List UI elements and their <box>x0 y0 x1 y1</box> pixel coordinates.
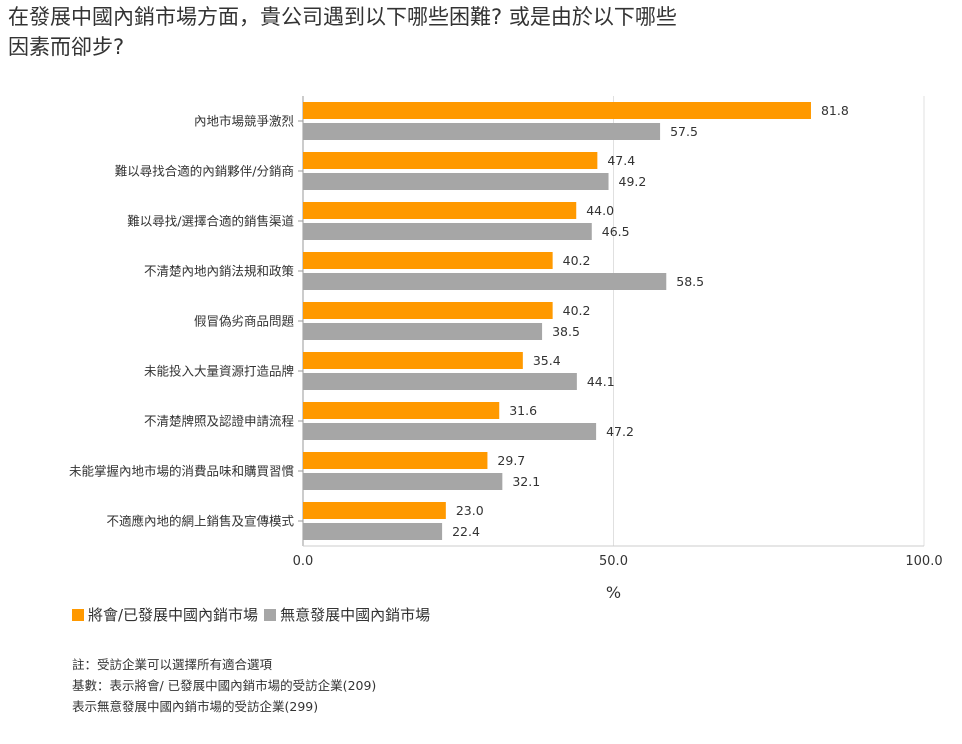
x-tick-label-0: 0.0 <box>293 554 314 569</box>
data-label-s2-6: 47.2 <box>606 424 634 439</box>
data-label-s1-5: 35.4 <box>533 353 561 368</box>
bar-s1-3 <box>303 252 553 269</box>
data-label-s2-5: 44.1 <box>587 374 615 389</box>
category-label-1: 難以尋找合適的內銷夥伴/分銷商 <box>115 164 294 179</box>
legend-item-series-1[interactable]: 將會/已發展中國內銷市場 <box>72 604 258 625</box>
chart-title-line-2: 因素而卻步? <box>8 35 125 59</box>
bar-s1-5 <box>303 352 523 369</box>
data-label-s1-6: 31.6 <box>509 403 537 418</box>
data-label-s2-3: 58.5 <box>676 274 704 289</box>
legend: 將會/已發展中國內銷市場 無意發展中國內銷市場 <box>72 604 436 625</box>
legend-item-series-2[interactable]: 無意發展中國內銷市場 <box>264 604 430 625</box>
bar-s2-7 <box>303 473 503 490</box>
bar-chart: 0.0 50.0 100.0% 內地市場競爭激烈 81.8 57.5 難以尋找合適的內銷夥伴… <box>69 96 943 600</box>
legend-label-series-2: 無意發展中國內銷市場 <box>280 606 431 624</box>
legend-swatch-series-2 <box>264 608 277 621</box>
data-label-s2-1: 49.2 <box>619 174 647 189</box>
data-label-s2-2: 46.5 <box>602 224 630 239</box>
bar-s2-4 <box>303 323 543 340</box>
data-label-s1-4: 40.2 <box>563 303 591 318</box>
bar-s2-0 <box>303 123 661 140</box>
category-label-7: 未能掌握內地市場的消費品味和購買習慣 <box>69 464 295 479</box>
footnote-3: 表示無意發展中國內銷市場的受訪企業(299) <box>72 699 319 714</box>
category-label-2: 難以尋找/選擇合適的銷售渠道 <box>127 214 294 229</box>
data-label-s1-2: 44.0 <box>586 203 614 218</box>
footnote-2: 基數：表示將會/ 已發展中國內銷市場的受訪企業(209) <box>72 678 377 693</box>
category-label-3: 不清楚內地內銷法規和政策 <box>144 264 295 279</box>
data-label-s2-0: 57.5 <box>670 124 698 139</box>
legend-label-series-1: 將會/已發展中國內銷市場 <box>88 606 259 624</box>
bar-s2-6 <box>303 423 597 440</box>
data-label-s1-0: 81.8 <box>821 103 849 118</box>
bar-s1-4 <box>303 302 553 319</box>
bar-s2-5 <box>303 373 577 390</box>
category-label-6: 不清楚牌照及認證申請流程 <box>144 414 295 429</box>
footnotes: 註：受訪企業可以選擇所有適合選項 基數：表示將會/ 已發展中國內銷市場的受訪企業… <box>72 654 376 717</box>
bar-s2-8 <box>303 523 443 540</box>
data-label-s1-3: 40.2 <box>563 253 591 268</box>
x-tick-label-1: 50.0 <box>599 554 628 569</box>
bar-s1-2 <box>303 202 577 219</box>
data-label-s2-4: 38.5 <box>552 324 580 339</box>
chart-title-line-1: 在發展中國內銷市場方面，貴公司遇到以下哪些困難? 或是由於以下哪些 <box>8 5 677 29</box>
data-label-s1-7: 29.7 <box>497 453 525 468</box>
category-label-0: 內地市場競爭激烈 <box>194 114 294 129</box>
category-label-5: 未能投入大量資源打造品牌 <box>144 364 294 379</box>
data-label-s1-8: 23.0 <box>456 503 484 518</box>
footnote-1: 註：受訪企業可以選擇所有適合選項 <box>72 657 273 672</box>
category-label-4: 假冒偽劣商品問題 <box>194 314 295 329</box>
data-label-s2-7: 32.1 <box>512 474 540 489</box>
bar-s1-0 <box>303 102 811 119</box>
x-axis-label: % <box>606 583 621 600</box>
bar-s1-7 <box>303 452 488 469</box>
bar-s1-1 <box>303 152 598 169</box>
data-label-s1-1: 47.4 <box>607 153 635 168</box>
bar-s2-2 <box>303 223 592 240</box>
bar-s2-3 <box>303 273 667 290</box>
bar-s1-8 <box>303 502 446 519</box>
bar-s1-6 <box>303 402 500 419</box>
legend-swatch-series-1 <box>72 608 84 621</box>
category-label-8: 不適應內地的網上銷售及宣傳模式 <box>106 514 294 529</box>
x-tick-label-2: 100.0 <box>905 554 942 569</box>
chart-title: 在發展中國內銷市場方面，貴公司遇到以下哪些困難? 或是由於以下哪些 因素而卻步? <box>8 2 908 62</box>
bar-s2-1 <box>303 173 609 190</box>
data-label-s2-8: 22.4 <box>452 524 480 539</box>
